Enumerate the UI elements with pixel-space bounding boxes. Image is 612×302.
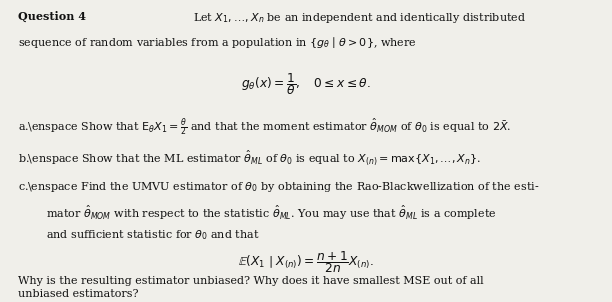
Text: sequence of random variables from a population in $\{g_\theta \mid \theta > 0\}$: sequence of random variables from a popu…: [18, 35, 417, 50]
Text: Question 4: Question 4: [18, 11, 86, 22]
Text: c.\enspace Find the UMVU estimator of $\theta_0$ by obtaining the Rao-Blackwelli: c.\enspace Find the UMVU estimator of $\…: [18, 180, 540, 194]
Text: a.\enspace Show that $\mathrm{E}_\theta X_1 = \frac{\theta}{2}$ and that the mom: a.\enspace Show that $\mathrm{E}_\theta …: [18, 116, 512, 137]
Text: $g_\theta(x) = \dfrac{1}{\theta}, \quad 0 \leq x \leq \theta.$: $g_\theta(x) = \dfrac{1}{\theta}, \quad …: [241, 71, 371, 97]
Text: b.\enspace Show that the ML estimator $\hat{\theta}_{ML}$ of $\theta_0$ is equal: b.\enspace Show that the ML estimator $\…: [18, 148, 482, 167]
Text: Let $X_1,\ldots,X_n$ be an independent and identically distributed: Let $X_1,\ldots,X_n$ be an independent a…: [193, 11, 526, 24]
Text: Why is the resulting estimator unbiased? Why does it have smallest MSE out of al: Why is the resulting estimator unbiased?…: [18, 276, 484, 286]
Text: and sufficient statistic for $\theta_0$ and that: and sufficient statistic for $\theta_0$ …: [46, 228, 259, 242]
Text: unbiased estimators?: unbiased estimators?: [18, 289, 139, 299]
Text: $\mathbb{E}(X_1 \mid X_{(n)}) = \dfrac{n+1}{2n}X_{(n)}.$: $\mathbb{E}(X_1 \mid X_{(n)}) = \dfrac{n…: [238, 249, 374, 275]
Text: mator $\hat{\theta}_{MOM}$ with respect to the statistic $\hat{\theta}_{ML}$. Yo: mator $\hat{\theta}_{MOM}$ with respect …: [46, 204, 496, 222]
